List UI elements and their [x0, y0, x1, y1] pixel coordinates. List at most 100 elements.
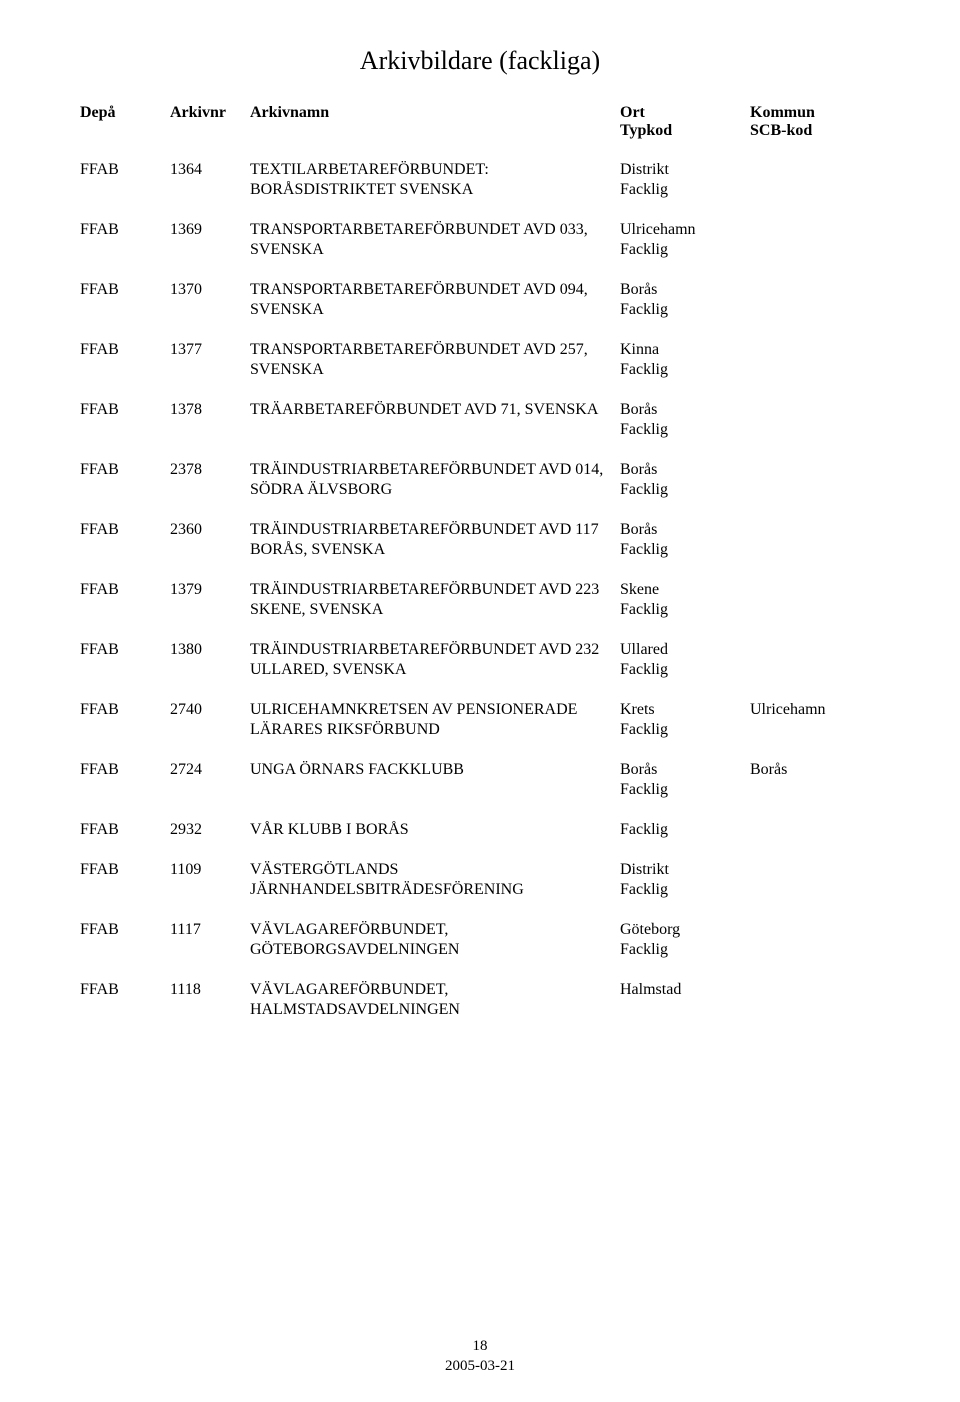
- entry-depa: FFAB: [80, 640, 170, 660]
- entry-arkivnr: 1117: [170, 920, 250, 940]
- entry-depa: FFAB: [80, 580, 170, 600]
- entry-ort: Borås: [620, 761, 657, 778]
- entry-depa: FFAB: [80, 460, 170, 480]
- entry-depa: FFAB: [80, 860, 170, 880]
- header-depa: Depå: [80, 104, 170, 122]
- entry-ort-col: BoråsFacklig: [620, 280, 750, 320]
- entry-arkivnr: 2378: [170, 460, 250, 480]
- entry-row: FFAB1109VÄSTERGÖTLANDS JÄRNHANDELSBITRÄD…: [80, 860, 880, 900]
- entry-arkivnr: 2724: [170, 760, 250, 780]
- header-arkivnamn: Arkivnamn: [250, 104, 620, 122]
- entry-ort-col: UllaredFacklig: [620, 640, 750, 680]
- entry-ort-col: Skene Facklig: [620, 580, 750, 620]
- entry-row: FFAB2740ULRICEHAMNKRETSEN AV PENSIONERAD…: [80, 700, 880, 740]
- entry-ort: Borås: [620, 281, 657, 298]
- entry-arkivnamn: TRANSPORTARBETAREFÖRBUNDET AVD 033, SVEN…: [250, 220, 620, 260]
- entry-depa: FFAB: [80, 820, 170, 840]
- entry-row: FFAB2724UNGA ÖRNARS FACKKLUBBBoråsFackli…: [80, 760, 880, 800]
- entry-ort-col: BoråsFacklig: [620, 400, 750, 440]
- entry-row: FFAB1118VÄVLAGAREFÖRBUNDET, HALMSTADSAVD…: [80, 980, 880, 1020]
- page-title: Arkivbildare (fackliga): [80, 46, 880, 76]
- entry-row: FFAB2360TRÄINDUSTRIARBETAREFÖRBUNDET AVD…: [80, 520, 880, 560]
- entry-ort: Borås: [620, 521, 657, 538]
- entry-arkivnamn: VÄVLAGAREFÖRBUNDET, GÖTEBORGSAVDELNINGEN: [250, 920, 620, 960]
- entry-typkod: Facklig: [620, 181, 668, 198]
- entry-ort-col: Distrikt Facklig: [620, 160, 750, 200]
- header-typkod: Typkod: [620, 122, 672, 139]
- entry-ort-col: Halmstad: [620, 980, 750, 1000]
- entry-arkivnr: 2932: [170, 820, 250, 840]
- entry-row: FFAB1377TRANSPORTARBETAREFÖRBUNDET AVD 2…: [80, 340, 880, 380]
- entry-ort-col: Borås Facklig: [620, 460, 750, 500]
- entry-ort: Distrikt: [620, 161, 669, 178]
- entry-arkivnr: 1109: [170, 860, 250, 880]
- entry-ort: Ulricehamn: [620, 221, 696, 238]
- entry-row: FFAB1364TEXTILARBETAREFÖRBUNDET: BORÅSDI…: [80, 160, 880, 200]
- entry-depa: FFAB: [80, 700, 170, 720]
- entry-typkod: Facklig: [620, 601, 668, 618]
- entry-ort-col: DistriktFacklig: [620, 860, 750, 900]
- entry-ort-col: BoråsFacklig: [620, 520, 750, 560]
- entry-arkivnamn: TEXTILARBETAREFÖRBUNDET: BORÅSDISTRIKTET…: [250, 160, 620, 200]
- entry-ort-col: Ulricehamn Facklig: [620, 220, 750, 260]
- entry-kommun: Borås: [750, 760, 850, 780]
- header-ort-label: Ort: [620, 104, 645, 121]
- entries-list: FFAB 1364TEXTILARBETAREFÖRBUNDET: BORÅSDI…: [80, 160, 880, 1020]
- entry-typkod: Facklig: [620, 481, 668, 498]
- entry-depa: FFAB: [80, 220, 170, 240]
- entry-typkod: Facklig: [620, 241, 668, 258]
- entry-arkivnamn: VÄVLAGAREFÖRBUNDET, HALMSTADSAVDELNINGEN: [250, 980, 620, 1020]
- entry-ort: Distrikt: [620, 861, 669, 878]
- entry-arkivnamn: ULRICEHAMNKRETSEN AV PENSIONERADE LÄRARE…: [250, 700, 620, 740]
- footer-date: 2005-03-21: [445, 1358, 515, 1374]
- entry-ort-col: Facklig: [620, 820, 750, 840]
- entry-ort: Halmstad: [620, 981, 681, 998]
- entry-arkivnamn: VÄSTERGÖTLANDS JÄRNHANDELSBITRÄDESFÖRENI…: [250, 860, 620, 900]
- entry-depa: FFAB: [80, 920, 170, 940]
- header-arkivnr: Arkivnr: [170, 104, 250, 122]
- entry-depa: FFAB: [80, 760, 170, 780]
- entry-row: FFAB1117VÄVLAGAREFÖRBUNDET, GÖTEBORGSAVD…: [80, 920, 880, 960]
- entry-ort: Borås: [620, 461, 657, 478]
- entry-ort: Krets: [620, 701, 655, 718]
- entry-row: FFAB1370TRANSPORTARBETAREFÖRBUNDET AVD 0…: [80, 280, 880, 320]
- entry-arkivnamn: TRANSPORTARBETAREFÖRBUNDET AVD 094, SVEN…: [250, 280, 620, 320]
- entry-typkod: Facklig: [620, 661, 668, 678]
- entry-depa: FFAB: [80, 520, 170, 540]
- header-kommun-label: Kommun: [750, 104, 815, 121]
- entry-row: FFAB1378TRÄARBETAREFÖRBUNDET AVD 71, SVE…: [80, 400, 880, 440]
- entry-arkivnamn: UNGA ÖRNARS FACKKLUBB: [250, 760, 620, 780]
- page: Arkivbildare (fackliga) DepåArkivnrArkiv…: [0, 0, 960, 1402]
- entry-ort-col: Borås Facklig: [620, 760, 750, 800]
- entry-ort-col: Krets Facklig: [620, 700, 750, 740]
- entry-arkivnr: 1379: [170, 580, 250, 600]
- entry-arkivnr: 1380: [170, 640, 250, 660]
- entry-typkod: Facklig: [620, 361, 668, 378]
- entry-arkivnamn: VÅR KLUBB I BORÅS: [250, 820, 620, 840]
- entry-arkivnamn: TRÄINDUSTRIARBETAREFÖRBUNDET AVD 223 SKE…: [250, 580, 620, 620]
- entry-row: FFAB1379TRÄINDUSTRIARBETAREFÖRBUNDET AVD…: [80, 580, 880, 620]
- entry-typkod: Facklig: [620, 821, 668, 838]
- entry-arkivnamn: TRÄINDUSTRIARBETAREFÖRBUNDET AVD 232 ULL…: [250, 640, 620, 680]
- entry-typkod: Facklig: [620, 941, 668, 958]
- entry-arkivnr: 1118: [170, 980, 250, 1000]
- entry-row: FFAB2932VÅR KLUBB I BORÅSFacklig: [80, 820, 880, 840]
- entry-ort: Skene: [620, 581, 659, 598]
- entry-depa: FFAB: [80, 280, 170, 300]
- entry-arkivnr: 2740: [170, 700, 250, 720]
- entry-arkivnr: 1364: [170, 160, 250, 180]
- entry-typkod: Facklig: [620, 781, 668, 798]
- entry-ort: Kinna: [620, 341, 659, 358]
- entry-row: FFAB2378TRÄINDUSTRIARBETAREFÖRBUNDET AVD…: [80, 460, 880, 500]
- footer-page: 18: [473, 1338, 488, 1354]
- entry-typkod: Facklig: [620, 721, 668, 738]
- entry-row: FFAB1369TRANSPORTARBETAREFÖRBUNDET AVD 0…: [80, 220, 880, 260]
- entry-ort-col: Kinna Facklig: [620, 340, 750, 380]
- entry-arkivnr: 1369: [170, 220, 250, 240]
- header-kommun: Kommun SCB-kod: [750, 104, 850, 140]
- entry-ort: Göteborg: [620, 921, 680, 938]
- entry-arkivnr: 2360: [170, 520, 250, 540]
- entry-arkivnr: 1370: [170, 280, 250, 300]
- entry-arkivnamn: TRÄINDUSTRIARBETAREFÖRBUNDET AVD 014, SÖ…: [250, 460, 620, 500]
- page-footer: 18 2005-03-21: [0, 1337, 960, 1376]
